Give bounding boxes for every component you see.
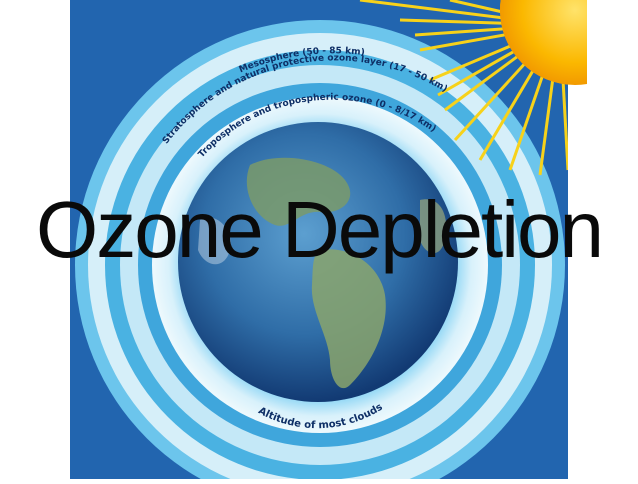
africa-edge-shape xyxy=(420,199,447,254)
slide-title: Ozone Depletion xyxy=(36,185,604,274)
north-america-shape xyxy=(246,157,351,226)
south-america-shape xyxy=(311,249,386,389)
cloud-shape xyxy=(198,217,231,265)
